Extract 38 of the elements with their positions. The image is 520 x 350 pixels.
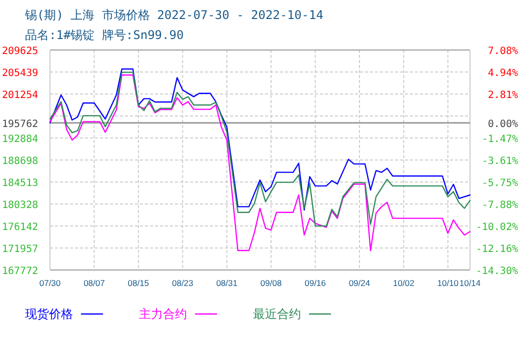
y2-tick-label: -1.47% — [482, 134, 518, 145]
y-tick-label: 176142 — [2, 222, 38, 234]
chart-subtitle: 品名:1#锡锭 牌号:Sn99.90 — [25, 28, 184, 42]
y2-tick-label: -14.30% — [476, 266, 518, 277]
y-tick-label: 195762 — [2, 118, 38, 130]
y2-tick-label: 0.00% — [488, 118, 518, 130]
y-tick-label: 171957 — [2, 244, 38, 255]
x-tick-label: 09/16 — [304, 278, 326, 288]
x-tick-label: 08/07 — [84, 278, 106, 288]
x-tick-label: 09/08 — [260, 278, 282, 288]
y2-tick-label: 4.94% — [488, 68, 518, 80]
y2-tick-label: -7.88% — [482, 200, 518, 211]
y2-tick-label: 7.08% — [488, 46, 518, 57]
y2-tick-label: -3.61% — [482, 156, 518, 167]
x-tick-label: 08/23 — [172, 278, 194, 288]
y-tick-label: 192884 — [2, 134, 38, 145]
y-tick-label: 209625 — [2, 46, 38, 57]
x-tick-label: 08/15 — [128, 278, 150, 288]
legend-label: 主力合约 — [139, 307, 187, 321]
y2-tick-label: 2.81% — [488, 90, 518, 101]
x-tick-label: 10/10 — [437, 278, 459, 288]
y-tick-label: 180328 — [2, 200, 38, 211]
x-tick-label: 10/02 — [393, 278, 415, 288]
y-tick-label: 205439 — [2, 68, 38, 80]
y-tick-label: 184513 — [2, 178, 38, 189]
y2-tick-label: -12.16% — [476, 244, 518, 255]
legend-label: 现货价格 — [25, 307, 73, 321]
y-tick-label: 201254 — [2, 90, 38, 101]
y-tick-label: 188698 — [2, 156, 38, 168]
x-tick-label: 09/24 — [348, 278, 370, 288]
x-tick-label: 08/31 — [216, 278, 238, 288]
y2-tick-label: -5.75% — [482, 178, 518, 190]
chart-title: 锡(期) 上海 市场价格 2022-07-30 - 2022-10-14 — [24, 8, 324, 22]
x-tick-label: 07/30 — [39, 278, 61, 288]
legend-label: 最近合约 — [253, 307, 301, 321]
y-tick-label: 167772 — [2, 266, 38, 277]
x-tick-label: 10/14 — [459, 278, 481, 288]
y2-tick-label: -10.02% — [476, 222, 518, 233]
